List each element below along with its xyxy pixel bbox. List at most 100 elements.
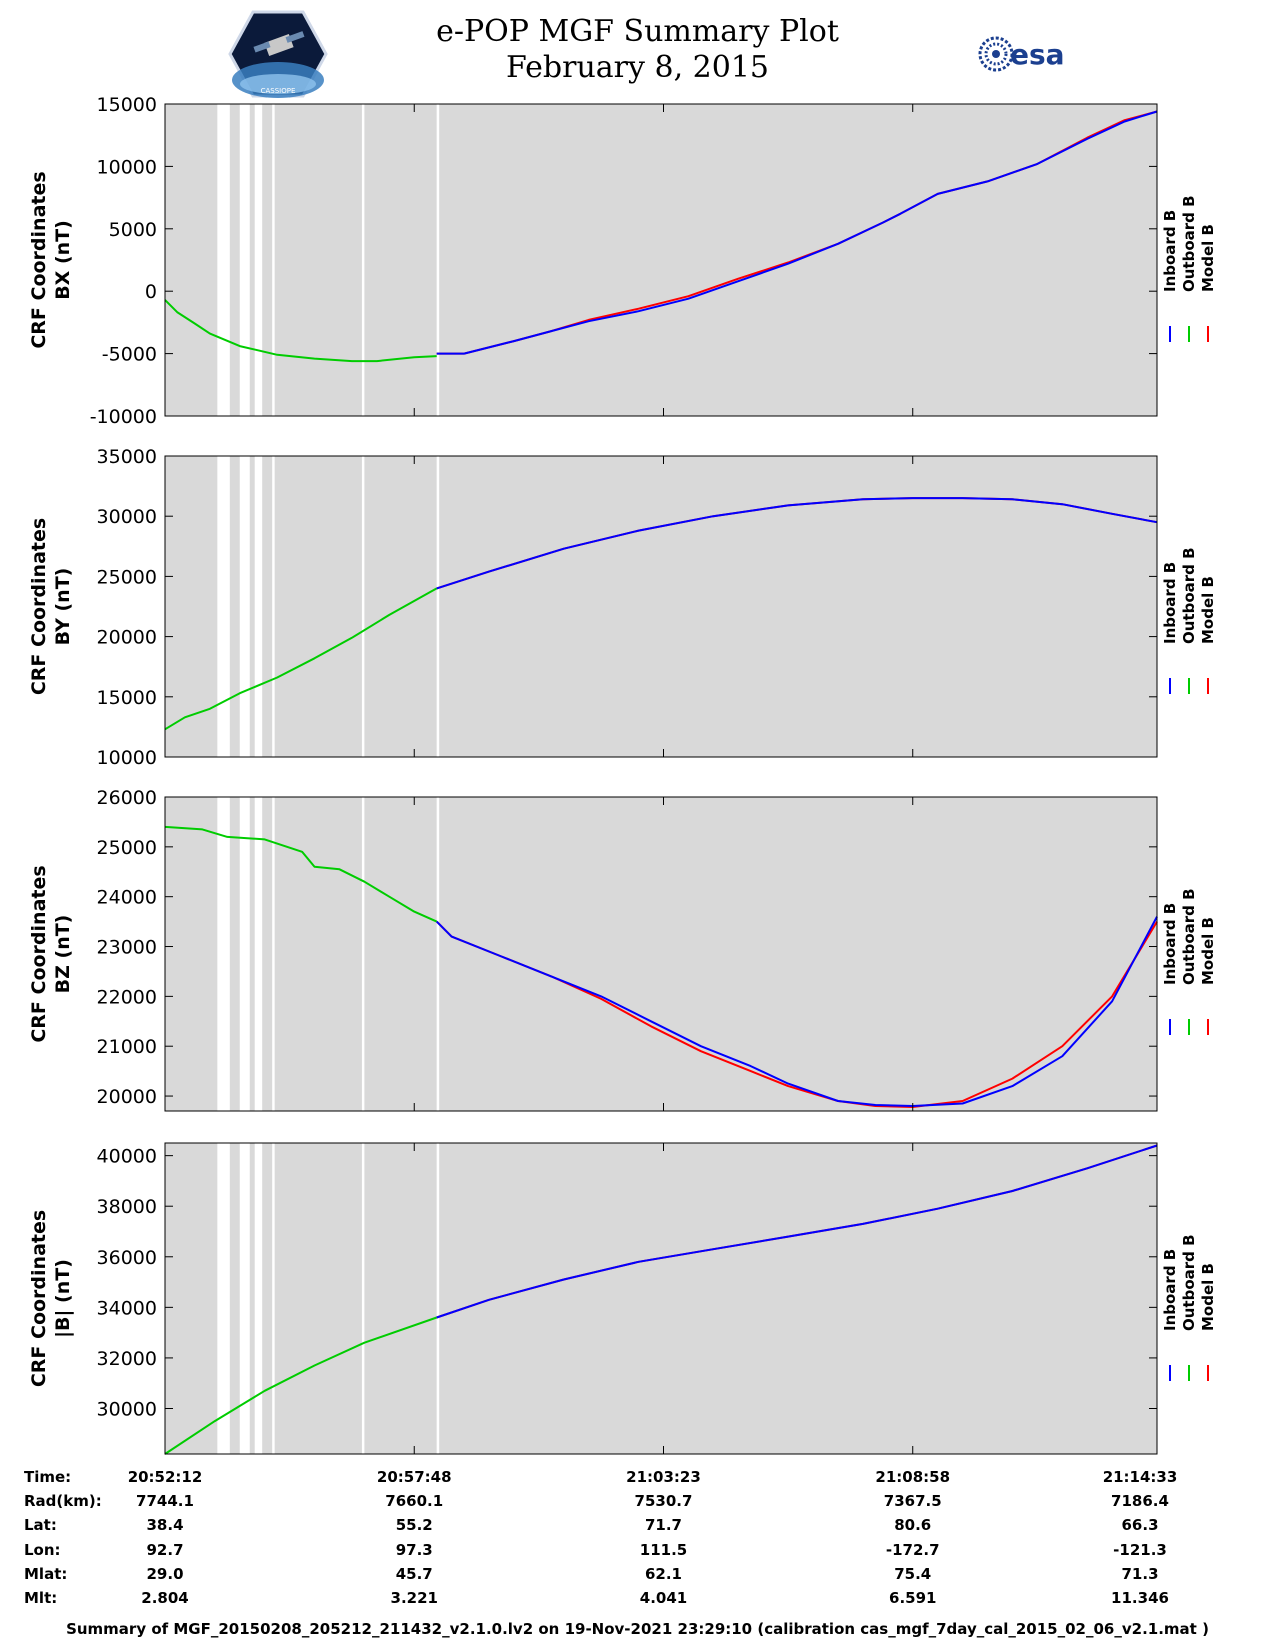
y-tick-label: 15000 (97, 687, 157, 709)
plot-background (165, 797, 1157, 1111)
data-gap (436, 1143, 440, 1454)
data-gap (239, 1143, 250, 1454)
orbit-value: -121.3 (1113, 1541, 1167, 1559)
y-axis-title-line: |B| (nT) (52, 1259, 74, 1338)
plot-frame (164, 1142, 1158, 1455)
orbit-value: 7530.7 (634, 1492, 693, 1510)
data-gap (272, 797, 275, 1111)
esa-logo: esa (978, 36, 1065, 72)
panel-3: 26000 25000 24000 23000 22000 21000 20000 CRF C… (28, 787, 1217, 1112)
y-tick-label: 15000 (97, 94, 157, 116)
orbit-row-label: Mlat: (24, 1565, 68, 1583)
legend-label: Outboard B (1180, 195, 1198, 292)
y-tick-label: 20000 (97, 627, 157, 649)
y-tick-label: 0 (145, 281, 157, 303)
legend-label: Inboard B (1161, 1249, 1179, 1331)
series-inboard-b (436, 1144, 1158, 1319)
data-gap (254, 104, 263, 416)
orbit-row-label: Time: (24, 1468, 72, 1486)
orbit-info-table: Time: Rad(km): Lat: Lon: Mlat: Mlt: 20:52:12 77… (0, 1468, 1275, 1608)
orbit-value: 55.2 (395, 1516, 433, 1534)
orbit-value: 21:08:58 (875, 1468, 951, 1486)
legend-label: Model B (1199, 576, 1217, 644)
y-axis-title-line: CRF Coordinates (28, 865, 50, 1042)
y-tick-label: 35000 (97, 446, 157, 468)
legend-label: Model B (1199, 224, 1217, 292)
data-gap (217, 797, 230, 1111)
orbit-value: -172.7 (885, 1541, 940, 1559)
series-outboard-b (164, 299, 437, 363)
orbit-value: 21:14:33 (1102, 1468, 1178, 1486)
data-gap (272, 456, 275, 757)
series-inboard-b (436, 497, 1158, 590)
y-tick-label: 5000 (109, 219, 157, 241)
plot-title-line2: February 8, 2015 (505, 50, 769, 85)
y-axis-title: CRF Coordinates |B| (nT) (28, 1210, 74, 1387)
legend-label: Inboard B (1161, 562, 1179, 644)
panel-4: 40000 38000 36000 34000 32000 30000 CRF Coordi… (28, 1142, 1217, 1455)
y-tick-label: 38000 (97, 1196, 157, 1218)
series-outboard-b (164, 1316, 438, 1455)
y-axis-title-line: CRF Coordinates (28, 171, 50, 348)
y-tick-label: 34000 (97, 1297, 157, 1319)
y-axis-title: CRF Coordinates BZ (nT) (28, 865, 74, 1042)
legend-label: Outboard B (1180, 888, 1198, 985)
data-gap (272, 104, 275, 416)
y-tick-label: 36000 (97, 1247, 157, 1269)
orbit-value: 38.4 (146, 1516, 184, 1534)
orbit-value: 20:52:12 (127, 1468, 203, 1486)
plot-frame (164, 103, 1158, 417)
cassiope-logo-text: CASSIOPE (261, 87, 296, 95)
data-gap (436, 797, 440, 1111)
series-inboard-b (435, 916, 1158, 1107)
orbit-value: 2.804 (141, 1589, 189, 1607)
orbit-value: 71.7 (644, 1516, 682, 1534)
y-tick-label: 26000 (97, 787, 157, 809)
y-tick-label: -5000 (102, 344, 157, 366)
orbit-value: 7367.5 (883, 1492, 942, 1510)
y-tick-label: 40000 (97, 1146, 157, 1168)
orbit-value: 92.7 (146, 1541, 184, 1559)
y-tick-label: 22000 (97, 986, 157, 1008)
y-tick-label: 25000 (97, 566, 157, 588)
legend-label: Model B (1199, 917, 1217, 985)
y-axis-title-line: CRF Coordinates (28, 518, 50, 695)
y-axis-title-line: BY (nT) (52, 568, 74, 646)
y-tick-label: 10000 (97, 747, 157, 769)
summary-caption: Summary of MGF_20150208_205212_211432_v2… (66, 1620, 1209, 1638)
y-tick-label: 32000 (97, 1348, 157, 1370)
orbit-row-label: Lon: (24, 1541, 61, 1559)
data-gap (436, 104, 440, 416)
data-gap (436, 456, 440, 757)
panel-1: 15000 10000 5000 0 -5000 -10000 CRF Coordinate… (28, 94, 1217, 428)
orbit-value: 7186.4 (1111, 1492, 1169, 1510)
data-gap (254, 1143, 263, 1454)
y-tick-label: 25000 (97, 837, 157, 859)
orbit-value: 71.3 (1121, 1565, 1159, 1583)
orbit-value: 66.3 (1121, 1516, 1159, 1534)
y-tick-label: 21000 (97, 1036, 157, 1058)
data-gap (361, 456, 365, 757)
orbit-value: 21:03:23 (626, 1468, 701, 1486)
data-gap (217, 1143, 230, 1454)
mgf-plots: 15000 10000 5000 0 -5000 -10000 CRF Coordinate… (28, 94, 1217, 1455)
orbit-row-label: Rad(km): (24, 1492, 102, 1510)
orbit-value: 11.346 (1111, 1589, 1169, 1607)
legend-label: Outboard B (1180, 1234, 1198, 1331)
data-gap (361, 104, 365, 416)
y-axis-title-line: BZ (nT) (52, 915, 74, 994)
orbit-value: 75.4 (894, 1565, 932, 1583)
y-tick-label: -10000 (90, 406, 157, 428)
data-gap (239, 797, 250, 1111)
y-axis-title: CRF Coordinates BY (nT) (28, 518, 74, 695)
series-outboard-b (164, 825, 438, 923)
plot-background (165, 104, 1157, 416)
panel-2: 35000 30000 25000 20000 15000 10000 CRF Coordi… (28, 446, 1217, 769)
data-gap (272, 1143, 275, 1454)
data-gap (239, 456, 250, 757)
orbit-value: 111.5 (639, 1541, 688, 1559)
y-tick-label: 24000 (97, 887, 157, 909)
y-tick-label: 30000 (97, 1398, 157, 1420)
orbit-value: 4.041 (639, 1589, 688, 1607)
plot-title: e-POP MGF Summary Plot February 8, 2015 (0, 14, 1275, 86)
